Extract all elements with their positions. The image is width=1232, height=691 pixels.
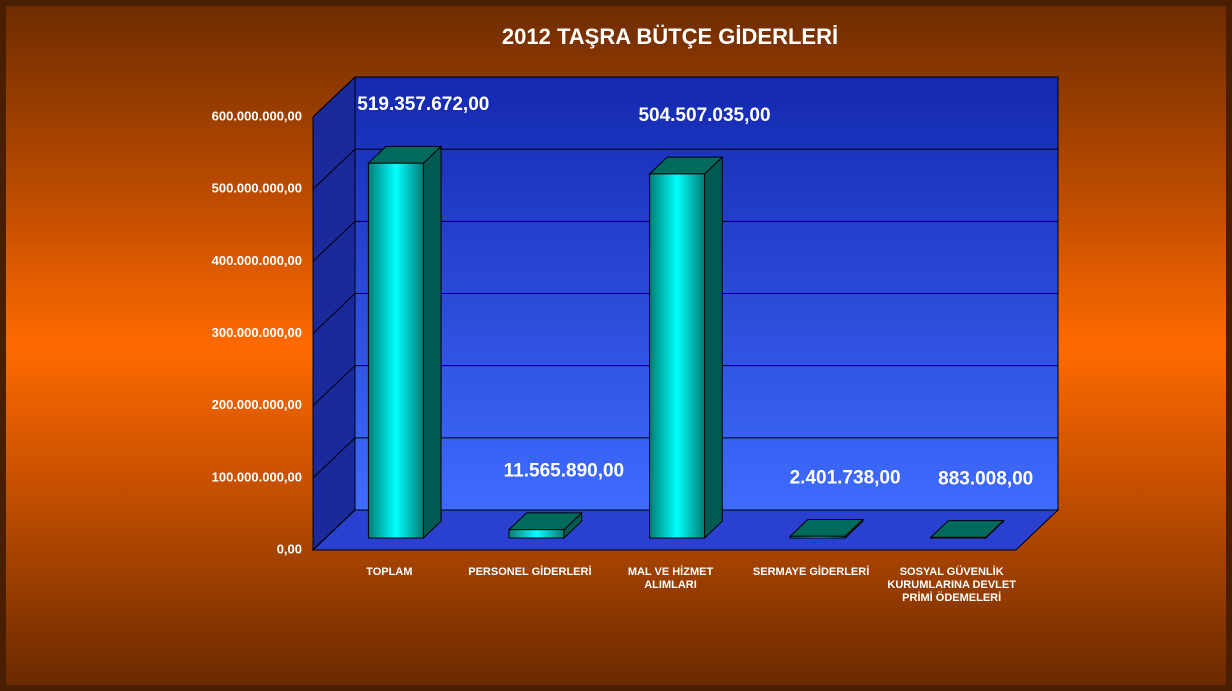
- value-label: 2.401.738,00: [790, 467, 901, 488]
- grid-line: [312, 293, 1058, 334]
- grid-line: [312, 148, 1058, 190]
- value-label: 883.008,00: [938, 468, 1033, 489]
- x-tick-label: PERSONEL GİDERLERİ: [468, 566, 592, 578]
- grid-line: [312, 365, 1058, 407]
- x-tick-label: SERMAYE GİDERLERİ: [752, 566, 870, 578]
- x-tick-label: SOSYAL GÜVENLİK KURUMLARINA DEVLET PRİMİ…: [887, 566, 1016, 604]
- bar: [930, 536, 987, 539]
- value-label: 504.507.035,00: [638, 105, 770, 126]
- bar: [649, 173, 706, 539]
- value-label: 11.565.890,00: [504, 461, 624, 482]
- bar-side: [704, 155, 723, 540]
- chart-title: 2012 TAŞRA BÜTÇE GİDERLERİ: [502, 24, 838, 49]
- y-tick-label: 300.000.000,00: [212, 325, 302, 340]
- y-tick-label: 600.000.000,00: [212, 108, 302, 123]
- y-tick-label: 400.000.000,00: [212, 253, 302, 268]
- bar-side: [422, 145, 442, 540]
- value-label: 519.357.672,00: [357, 94, 489, 115]
- grid-line: [312, 437, 1058, 479]
- bar: [508, 529, 565, 539]
- y-tick-label: 100.000.000,00: [212, 469, 302, 484]
- grid-line: [312, 509, 1058, 551]
- x-tick-label: TOPLAM: [366, 566, 413, 578]
- x-tick-label: MAL VE HİZMET ALIMLARI: [627, 566, 714, 591]
- y-tick-label: 0,00: [277, 541, 302, 556]
- y-tick-label: 200.000.000,00: [212, 397, 302, 412]
- grid-line: [312, 76, 1058, 118]
- chart: 2012 TAŞRA BÜTÇE GİDERLERİ 0,00 100.000.0…: [212, 24, 1060, 556]
- bar: [367, 162, 424, 539]
- y-tick-label: 500.000.000,00: [212, 181, 302, 196]
- grid-line: [312, 220, 1058, 262]
- bar: [789, 535, 846, 539]
